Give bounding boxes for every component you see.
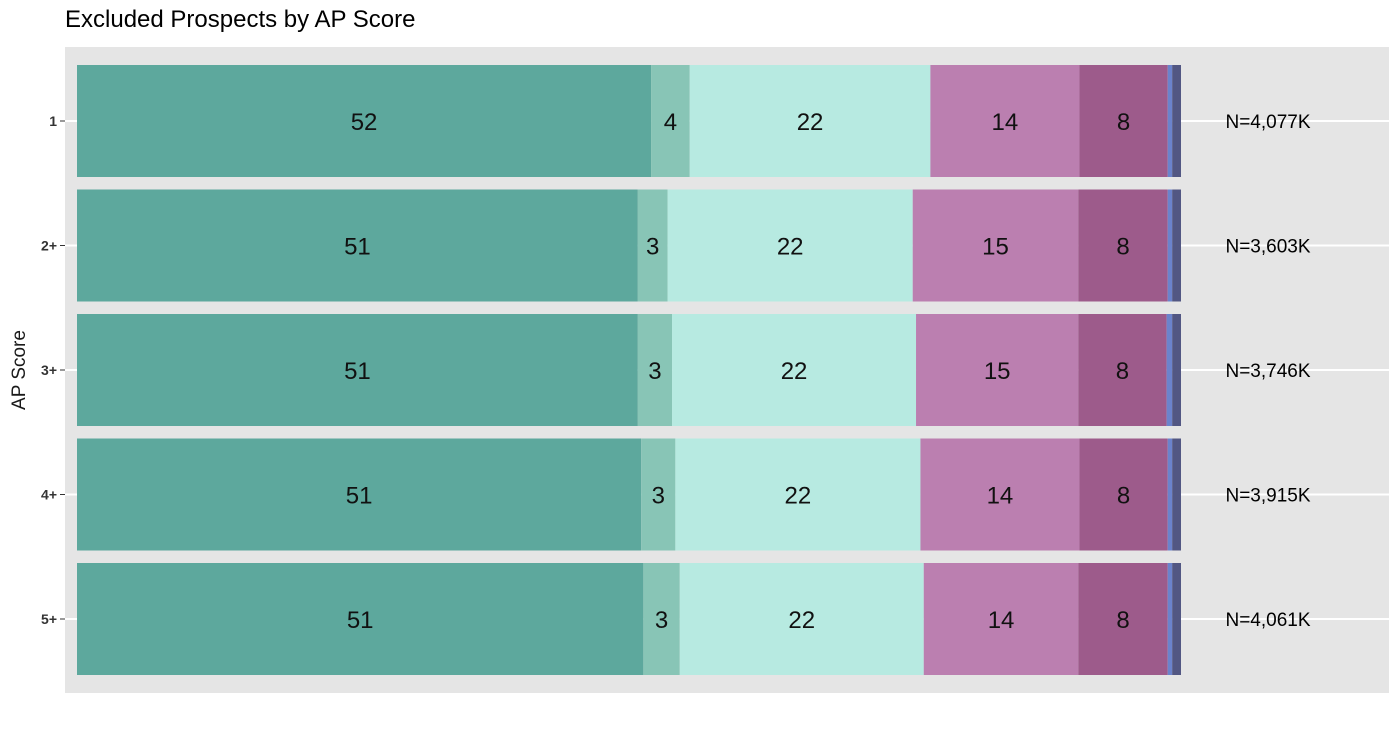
n-label: N=3,603K [1225, 237, 1310, 258]
y-tick-label: 1 [49, 113, 57, 129]
bar-segment [1172, 563, 1181, 675]
n-label: N=4,061K [1225, 610, 1310, 631]
bar-segment [1078, 563, 1168, 675]
segment-labels: 52 4 22 14 8 51 3 22 15 8 51 3 22 15 8 51 3 22 14 8 51 3 22 14 8 [344, 109, 1130, 634]
bar-segment [77, 314, 638, 426]
bar-segment [77, 189, 638, 302]
data-label: 8 [1117, 483, 1130, 510]
data-label: 22 [797, 109, 824, 136]
bar-segment [77, 65, 652, 177]
bar-segment [1078, 189, 1168, 302]
data-label: 8 [1116, 607, 1129, 634]
data-label: 52 [351, 109, 378, 136]
data-label: 14 [992, 109, 1019, 136]
data-label: 22 [788, 607, 815, 634]
bar-segment [920, 438, 1080, 551]
bar-segment [1166, 314, 1173, 426]
bar-segment [1079, 438, 1168, 551]
bar-segment [637, 189, 668, 302]
bar-segment [1167, 189, 1173, 302]
n-labels: N=4,077K N=3,603K N=3,746K N=3,915K N=4,061K [1225, 112, 1310, 631]
data-label: 8 [1116, 234, 1129, 261]
bar-segment [1078, 314, 1167, 426]
bar-segment [1167, 65, 1173, 177]
data-label: 3 [646, 234, 659, 261]
y-tick-label: 3+ [41, 362, 57, 378]
bar-segment [651, 65, 690, 177]
bar-segment [1172, 65, 1181, 177]
data-label: 51 [346, 483, 373, 510]
y-tick-label: 5+ [41, 611, 57, 627]
data-label: 22 [785, 483, 812, 510]
y-tick-label: 4+ [41, 487, 57, 503]
data-label: 3 [648, 358, 661, 385]
bar-segment [77, 438, 642, 551]
bar-segment [672, 314, 917, 426]
data-label: 51 [344, 358, 371, 385]
data-label: 15 [982, 234, 1009, 261]
bar-segment [77, 563, 644, 675]
n-label: N=4,077K [1225, 112, 1310, 133]
bar-segment [641, 438, 676, 551]
bar-segment [1172, 438, 1181, 551]
bar-segment [930, 65, 1080, 177]
data-label: 22 [777, 234, 804, 261]
bars [77, 65, 1181, 675]
bar-segment [923, 563, 1079, 675]
bar-segment [1172, 189, 1181, 302]
bar-segment [916, 314, 1079, 426]
n-label: N=3,915K [1225, 486, 1310, 507]
bar-segment [667, 189, 913, 302]
n-label: N=3,746K [1225, 361, 1310, 382]
data-label: 8 [1117, 109, 1130, 136]
bar-segment [643, 563, 680, 675]
data-label: 14 [988, 607, 1015, 634]
y-axis-ticks: 1 2+ 3+ 4+ 5+ [41, 113, 65, 627]
bar-segment [679, 563, 924, 675]
data-label: 4 [664, 109, 677, 136]
data-label: 3 [655, 607, 668, 634]
data-label: 51 [344, 234, 371, 261]
bar-segment [675, 438, 921, 551]
bar-segment [1172, 314, 1181, 426]
data-label: 3 [652, 483, 665, 510]
data-label: 14 [987, 483, 1014, 510]
bar-segment [1167, 438, 1173, 551]
data-label: 8 [1116, 358, 1129, 385]
chart-title: Excluded Prospects by AP Score [65, 6, 416, 33]
bar-segment [689, 65, 931, 177]
data-label: 15 [984, 358, 1011, 385]
bar-segment [912, 189, 1079, 302]
bar-segment [1167, 563, 1173, 675]
bar-segment [1079, 65, 1168, 177]
y-tick-label: 2+ [41, 238, 57, 254]
bar-segment [637, 314, 673, 426]
data-label: 22 [781, 358, 808, 385]
data-label: 51 [347, 607, 374, 634]
